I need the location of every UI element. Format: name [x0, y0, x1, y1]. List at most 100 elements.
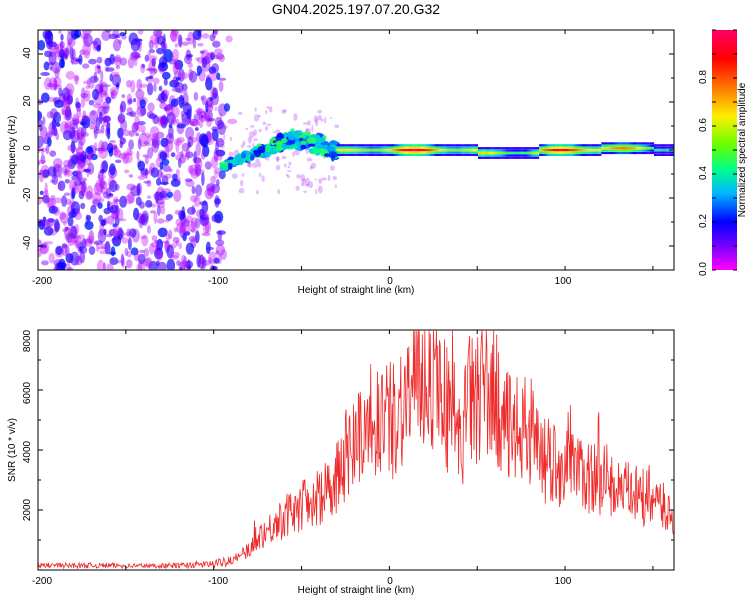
spectrogram-cell [549, 151, 551, 154]
spectrogram-cell [257, 114, 261, 118]
spectrogram-cell [389, 153, 391, 156]
spectrogram-cell [545, 151, 547, 154]
spectrogram-cell [589, 149, 591, 152]
spectrogram-cell [567, 151, 569, 154]
spectrogram-cell [470, 151, 472, 154]
spectrogram-cell [121, 256, 125, 269]
spectrogram-cell [161, 175, 169, 186]
spectrogram-cell [469, 144, 471, 147]
spectrogram-cell [508, 149, 510, 152]
spectrogram-cell [479, 151, 481, 155]
spectrogram-cell [97, 170, 104, 183]
spectrogram-cell [638, 142, 640, 145]
spectrogram-cell [480, 154, 482, 157]
spectrogram-cell [540, 144, 542, 147]
spectrogram-cell [501, 156, 503, 159]
spectrogram-cell [490, 149, 492, 152]
spectrogram-cell [596, 144, 598, 147]
spectrogram-cell [535, 154, 538, 157]
spectrogram-cell [41, 92, 50, 103]
spectrogram-cell [115, 65, 120, 70]
spectrogram-cell [134, 115, 140, 128]
spectrogram-cell [165, 104, 174, 111]
spectrogram-cell [604, 149, 606, 152]
spectrogram-cell [576, 144, 578, 147]
spectrogram-cell [635, 149, 637, 152]
spectrogram-cell [427, 153, 429, 156]
spectrogram-cell [166, 191, 173, 198]
spectrogram-cell [354, 144, 356, 147]
spectrogram-cell [213, 148, 219, 162]
spectrogram-cell [307, 120, 311, 126]
spectrogram-cell [593, 149, 596, 152]
spectrogram-cell [537, 151, 539, 155]
spectrogram-cell [161, 89, 170, 99]
spectrogram-cell [70, 140, 76, 154]
spectrogram-cell [495, 147, 497, 150]
spectrogram-cell [196, 72, 201, 77]
spectrogram-cell [248, 131, 255, 138]
spectrogram-cell [427, 149, 429, 152]
snr-ytick-label: 2000 [22, 498, 33, 521]
spectrogram-cell [454, 146, 456, 149]
spectrogram-cell [501, 154, 503, 157]
spectrogram-cell [162, 164, 171, 173]
spectrogram-cell [396, 144, 398, 147]
spectrogram-cell [119, 218, 127, 222]
spectrogram-cell [530, 147, 532, 150]
spectrogram-cell [75, 235, 82, 249]
spectrogram-cell [337, 149, 339, 152]
spectrogram-cell [108, 33, 119, 40]
spectrogram-cell [433, 153, 435, 156]
spectrogram-cell [650, 142, 652, 145]
spectrogram-cell [63, 226, 70, 232]
spectrogram-cell [628, 144, 630, 147]
spectrogram-cell [508, 151, 510, 155]
spectrogram-cell [551, 146, 553, 149]
spectrogram-cell [457, 144, 460, 147]
spectrogram-ytick-label: 0 [22, 145, 33, 151]
spectrogram-cell [437, 149, 440, 152]
spectrogram-cell [489, 154, 491, 157]
spectrogram-cell [143, 180, 151, 184]
spectrogram-cell [588, 149, 590, 152]
spectrogram-cell [417, 144, 419, 147]
spectrogram-cell [131, 122, 139, 134]
spectrogram-cell [460, 144, 462, 147]
spectrogram-cell [176, 123, 187, 129]
spectrogram-cell [405, 146, 407, 149]
spectrogram-cell [660, 153, 662, 156]
spectrogram-cell [551, 149, 553, 152]
spectrogram-cell [552, 146, 554, 149]
spectrogram-cell [511, 147, 513, 150]
spectrogram-cell [86, 185, 94, 199]
spectrogram-cell [445, 149, 447, 152]
spectrogram-cell [341, 153, 344, 156]
spectrogram-cell [100, 124, 105, 134]
spectrogram-cell [533, 147, 535, 150]
spectrogram-cell [657, 146, 659, 149]
spectrogram-cell [329, 117, 333, 120]
spectrogram-cell [474, 153, 476, 156]
spectrogram-cell [93, 182, 104, 196]
spectrogram-cell [403, 153, 405, 156]
spectrogram-cell [365, 151, 367, 154]
spectrogram-cell [538, 154, 540, 157]
spectrogram-cell [617, 144, 619, 147]
spectrogram-cell [546, 153, 548, 156]
spectrogram-cell [376, 144, 378, 147]
spectrogram-cell [434, 153, 436, 156]
spectrogram-cell [659, 144, 661, 147]
spectrogram-cell [397, 144, 399, 147]
spectrogram-cell [416, 151, 418, 154]
spectrogram-cell [337, 146, 339, 149]
spectrogram-cell [440, 151, 442, 154]
spectrogram-cell [463, 153, 465, 156]
spectrogram-cell [287, 165, 291, 169]
spectrogram-cell [589, 144, 591, 147]
spectrogram-cell [538, 151, 540, 155]
spectrogram-cell [610, 147, 612, 150]
spectrogram-cell [190, 217, 198, 230]
spectrogram-cell [375, 153, 377, 156]
spectrogram-cell [630, 142, 632, 145]
